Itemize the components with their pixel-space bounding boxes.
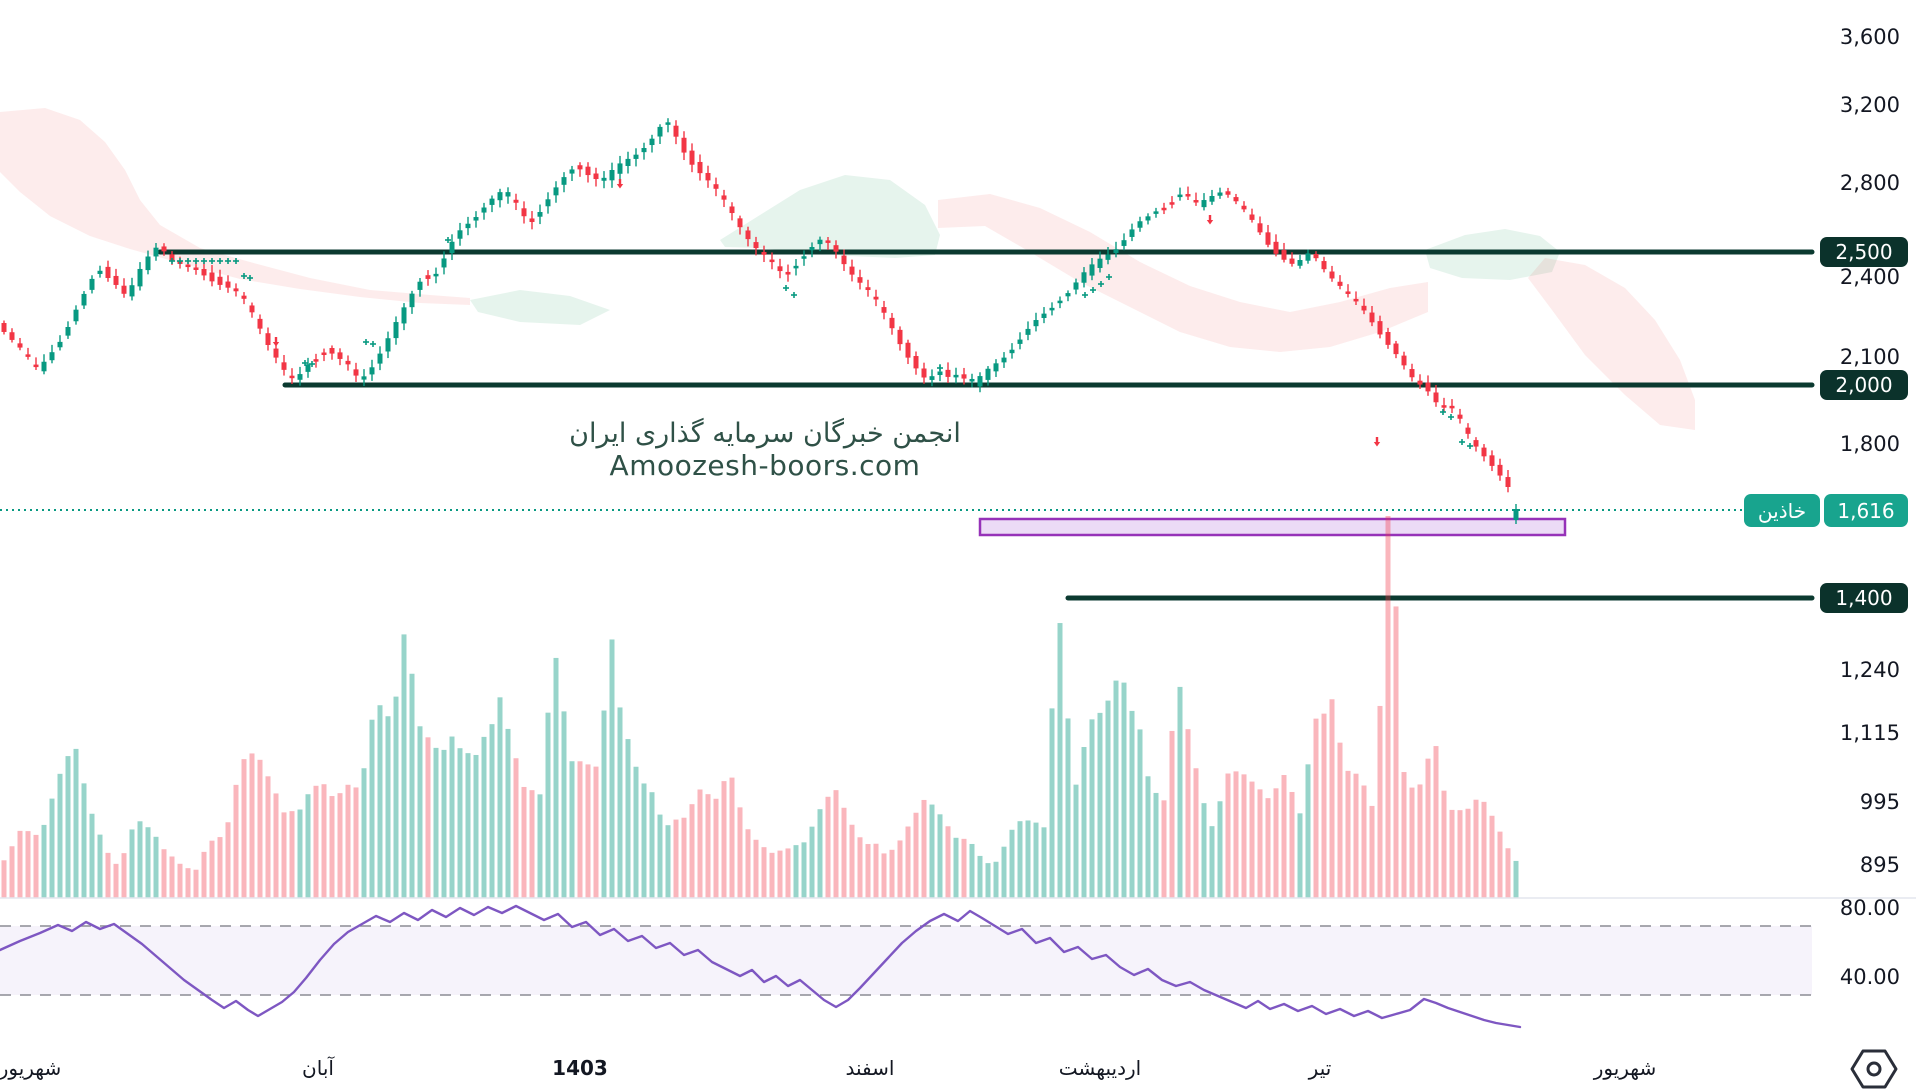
level-badge-2500-text: 2,500 [1835, 240, 1893, 264]
time-tick-label: آبان [302, 1056, 334, 1080]
level-badge-2000: 2,000 [1820, 370, 1908, 400]
price-tick-label: 1,240 [1839, 658, 1900, 682]
last-price-text: 1,616 [1837, 498, 1895, 523]
level-badge-2000-text: 2,000 [1835, 373, 1893, 397]
time-tick-label: اردیبهشت [1058, 1056, 1142, 1080]
price-tick-label: 1,800 [1839, 432, 1900, 456]
price-tick-label: 80.00 [1839, 896, 1900, 920]
price-tick-label: 3,600 [1839, 25, 1900, 49]
time-tick-label: شهریور [0, 1056, 62, 1080]
price-tick-label: 2,800 [1839, 171, 1900, 195]
price-tick-label: 3,200 [1839, 93, 1900, 117]
ichimoku-cloud [0, 108, 470, 305]
level-badge-1400-text: 1,400 [1835, 586, 1893, 610]
time-tick-label: اسفند [845, 1056, 895, 1080]
symbol-name-text: خاذین [1757, 498, 1807, 523]
last-price-badge: 1,616 [1824, 494, 1908, 527]
highlight-zone-rect[interactable] [978, 517, 1567, 537]
time-tick-label: تیر [1308, 1056, 1332, 1080]
price-tick-label: 1,115 [1839, 721, 1900, 745]
down-arrow-markers [272, 179, 1381, 447]
price-tick-label: 40.00 [1839, 965, 1900, 989]
candlestick-series [1, 118, 1519, 524]
ichimoku-cloud [720, 175, 940, 258]
ichimoku-cloud [470, 290, 610, 325]
level-badge-1400: 1,400 [1820, 583, 1908, 613]
platform-logo-icon[interactable] [1848, 1048, 1900, 1090]
price-tick-label: 2,400 [1839, 265, 1900, 289]
price-tick-label: 895 [1859, 853, 1900, 877]
indicator-cross-markers [169, 237, 1473, 449]
oscillator-band [0, 926, 1812, 995]
oscillator-line [0, 904, 1522, 1029]
time-tick-label: شهریور [1593, 1056, 1657, 1080]
time-tick-label: 1403 [552, 1056, 608, 1080]
price-tick-label: 995 [1859, 790, 1900, 814]
symbol-name-badge: خاذین [1744, 494, 1820, 527]
level-badge-2500: 2,500 [1820, 237, 1908, 267]
ichimoku-cloud [1528, 258, 1695, 430]
volume-series [1, 516, 1519, 898]
price-tick-label: 2,100 [1839, 345, 1900, 369]
ichimoku-cloud [938, 194, 1428, 352]
